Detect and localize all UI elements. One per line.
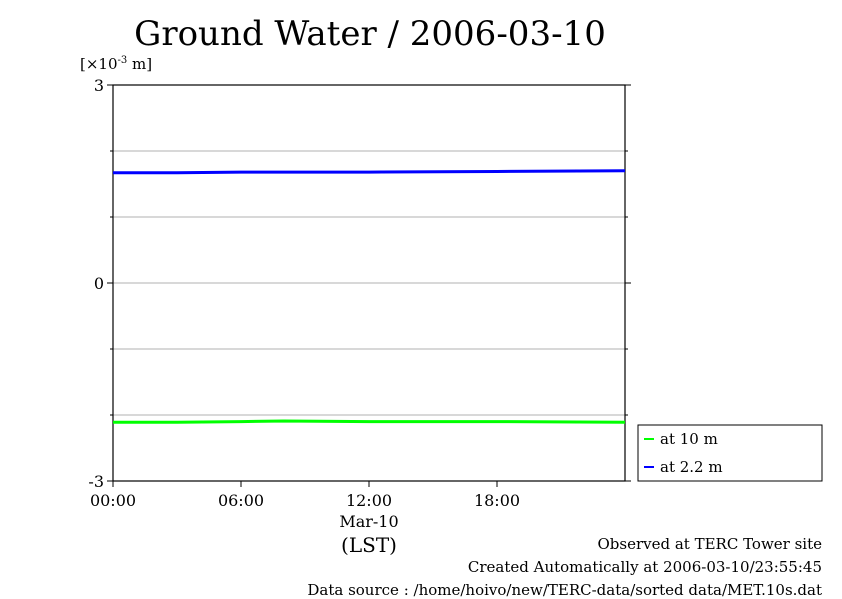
x-tick-label: 06:00 xyxy=(218,491,264,510)
footer-source: Data source : /home/hoivo/new/TERC-data/… xyxy=(307,581,822,599)
legend-label: at 2.2 m xyxy=(660,458,723,476)
y-tick-label: 3 xyxy=(94,76,104,95)
y-tick-label: -3 xyxy=(88,472,104,491)
grid-lines xyxy=(113,150,625,416)
footer-observed: Observed at TERC Tower site xyxy=(597,535,822,553)
x-tick-label: 12:00 xyxy=(346,491,392,510)
footer-created: Created Automatically at 2006-03-10/23:5… xyxy=(467,558,822,576)
x-unit-label: (LST) xyxy=(341,533,397,557)
x-tick-label: 18:00 xyxy=(474,491,520,510)
y-axis-unit: [×10-3 m] xyxy=(80,55,153,73)
legend: at 10 m at 2.2 m xyxy=(637,424,823,482)
series-lines xyxy=(113,169,626,424)
legend-box xyxy=(637,424,823,482)
x-tick-label: 00:00 xyxy=(90,491,136,510)
legend-label: at 10 m xyxy=(660,430,718,448)
series-line xyxy=(113,419,626,424)
axis-ticks: 3 0 -300:00 06:00 12:00 18:00 Mar-10 (LST) xyxy=(88,76,631,557)
chart-title: Ground Water / 2006-03-10 xyxy=(134,14,606,54)
series-line xyxy=(113,169,626,175)
x-date-label: Mar-10 xyxy=(339,512,398,531)
y-tick-label: 0 xyxy=(94,274,104,293)
